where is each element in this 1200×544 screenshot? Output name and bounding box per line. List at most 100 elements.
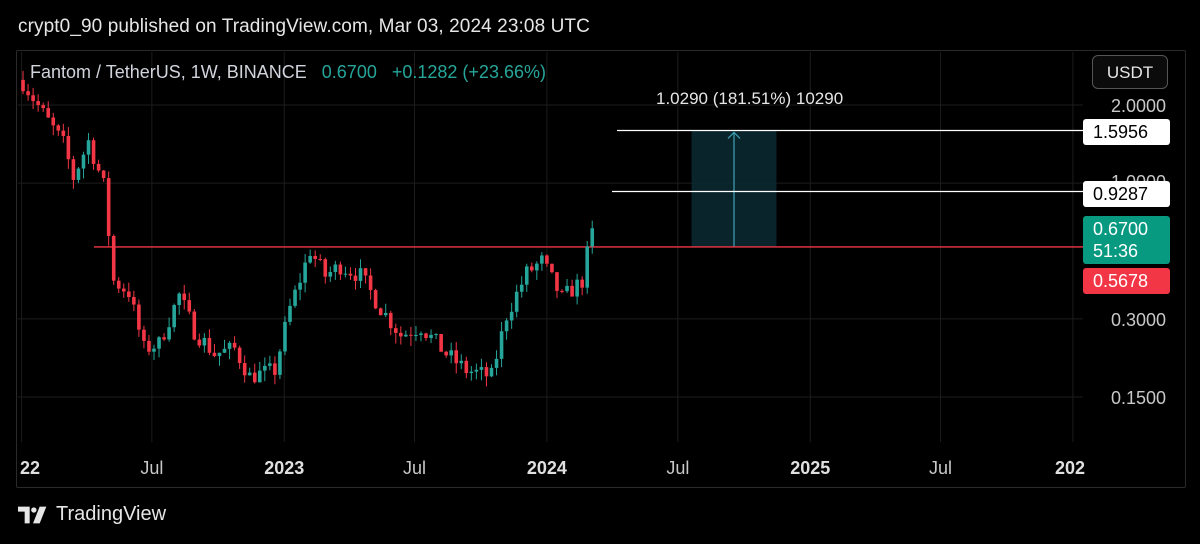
candle-body xyxy=(162,337,166,340)
candle-body xyxy=(61,130,66,136)
candle-body xyxy=(353,275,358,281)
candle-body xyxy=(504,320,509,332)
candle-body xyxy=(303,262,307,283)
publisher-line: crypt0_90 published on TradingView.com, … xyxy=(18,16,590,37)
candle-body xyxy=(252,372,257,383)
candle-body xyxy=(46,108,51,118)
candle-body xyxy=(268,363,272,366)
candle-countdown: 51:36 xyxy=(1093,241,1139,261)
candle-body xyxy=(212,352,217,357)
candle-body xyxy=(318,258,323,260)
candle-body xyxy=(116,280,121,289)
candle-body xyxy=(409,334,413,336)
time-tick-7: Jul xyxy=(929,458,953,478)
candle-body xyxy=(152,348,156,352)
candle-body xyxy=(36,101,40,106)
price-tick-015: 0.1500 xyxy=(1110,388,1166,408)
candle-body xyxy=(232,342,237,348)
candle-body xyxy=(298,282,302,290)
candle-body xyxy=(21,79,25,92)
candle-body xyxy=(343,273,348,275)
symbol-header: Fantom / TetherUS, 1W, BINANCE 0.6700 +0… xyxy=(30,62,546,83)
time-tick-6: 2025 xyxy=(790,458,831,478)
candle-body xyxy=(454,350,459,364)
tradingview-logo-icon xyxy=(18,506,47,523)
time-tick-8: 202 xyxy=(1054,458,1086,478)
candle-body xyxy=(71,159,76,180)
candle-body xyxy=(348,273,353,276)
candle-body xyxy=(479,367,484,370)
candle-body xyxy=(142,329,146,341)
candle-body xyxy=(106,178,111,236)
candle-body xyxy=(137,304,141,330)
candle-body xyxy=(383,312,388,316)
candle-body xyxy=(570,285,574,297)
candle-body xyxy=(524,266,529,285)
candle-body xyxy=(519,284,524,292)
candle-body xyxy=(76,168,81,180)
candle-body xyxy=(278,351,282,375)
candle-body xyxy=(182,293,187,301)
current-price-tag: 0.6700 51:36 xyxy=(1083,216,1170,264)
candle-body xyxy=(41,105,45,109)
candle-body xyxy=(333,264,338,273)
candle-body xyxy=(273,363,277,375)
candle-body xyxy=(31,95,35,102)
candle-body xyxy=(283,321,287,352)
target-2-tag: 1.5956 xyxy=(1083,119,1170,145)
candle-body xyxy=(81,154,86,169)
tradingview-logo[interactable]: TradingView xyxy=(18,503,166,526)
candle-body xyxy=(172,305,176,328)
candle-body xyxy=(313,255,317,259)
candle-body xyxy=(449,350,453,356)
candle-body xyxy=(242,363,247,376)
candle-body xyxy=(187,300,192,312)
currency-button[interactable]: USDT xyxy=(1092,55,1168,89)
candle-body xyxy=(263,365,267,371)
candle-body xyxy=(217,352,222,357)
candle-body xyxy=(323,259,328,277)
tradingview-brand: TradingView xyxy=(56,503,167,525)
candle-body xyxy=(399,332,403,337)
candle-body xyxy=(197,339,202,346)
candle-body xyxy=(424,333,428,339)
candle-body xyxy=(86,140,91,155)
candle-body xyxy=(555,272,559,291)
candle-body xyxy=(580,279,584,288)
candle-body xyxy=(363,268,368,276)
symbol-name: Fantom / TetherUS, 1W, BINANCE xyxy=(30,62,307,82)
candle-body xyxy=(439,334,443,352)
candle-body xyxy=(227,342,232,349)
candle-body xyxy=(393,328,398,333)
candle-body xyxy=(565,285,569,292)
time-tick-2: 2023 xyxy=(264,458,305,478)
candle-body xyxy=(434,334,438,336)
candle-body xyxy=(207,337,212,353)
candle-body xyxy=(368,275,373,291)
candle-body xyxy=(192,311,197,340)
time-tick-4: 2024 xyxy=(526,458,567,478)
candle-body xyxy=(177,293,181,306)
symbol-change: +0.1282 (+23.66%) xyxy=(391,62,546,82)
current-price-value: 0.6700 xyxy=(1093,219,1149,239)
candle-body xyxy=(66,135,71,160)
candle-body xyxy=(132,297,136,305)
candle-body xyxy=(222,348,227,353)
time-tick-5: Jul xyxy=(666,458,690,478)
price-tick-2: 2.0000 xyxy=(1110,96,1166,116)
candle-body xyxy=(127,291,131,298)
projection-label: 1.0290 (181.51%) 10290 xyxy=(656,89,844,108)
candle-body xyxy=(429,334,433,339)
candle-body xyxy=(373,290,378,309)
candle-body xyxy=(514,291,519,312)
candle-body xyxy=(167,327,171,340)
candle-body xyxy=(293,289,297,306)
candle-body xyxy=(550,263,554,273)
candle-body xyxy=(338,264,343,275)
candle-body xyxy=(535,263,539,271)
candle-body xyxy=(489,367,494,377)
price-tick-03: 0.3000 xyxy=(1110,310,1166,330)
candle-body xyxy=(590,228,595,247)
candle-body xyxy=(540,255,544,264)
